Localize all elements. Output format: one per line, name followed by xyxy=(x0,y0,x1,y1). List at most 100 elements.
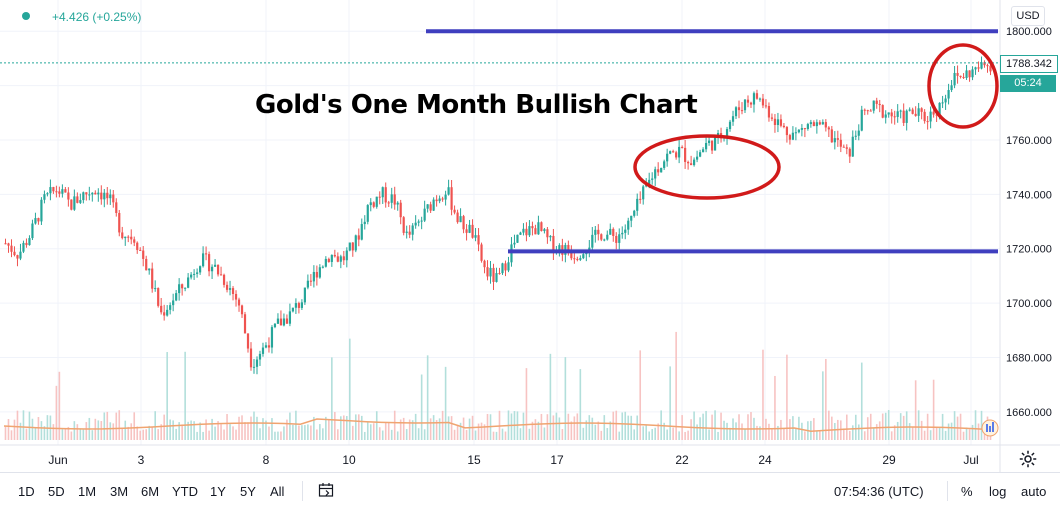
calendar-icon[interactable] xyxy=(318,482,334,498)
volume-bar xyxy=(160,424,162,440)
volume-bar xyxy=(426,355,429,440)
volume-bar xyxy=(654,427,656,440)
log-toggle[interactable]: log xyxy=(989,484,1007,499)
currency-badge[interactable]: USD xyxy=(1011,6,1045,26)
time-tick-label: 8 xyxy=(263,453,270,467)
volume-bar xyxy=(822,371,824,440)
candle-body xyxy=(896,111,899,117)
volume-bar xyxy=(893,425,896,440)
volume-bar xyxy=(860,362,863,440)
candle-body xyxy=(408,231,411,235)
volume-bar xyxy=(349,338,351,440)
candle-body xyxy=(124,236,127,239)
gear-icon[interactable] xyxy=(1019,450,1037,468)
volume-bar xyxy=(127,426,130,440)
candle-body xyxy=(983,62,986,66)
volume-bar xyxy=(334,411,336,440)
volume-bar xyxy=(570,421,573,440)
candle-body xyxy=(109,194,112,199)
candle-body xyxy=(76,196,79,203)
volume-bar xyxy=(307,424,309,440)
volume-bar xyxy=(549,353,552,440)
volume-bar xyxy=(115,412,118,440)
candle-body xyxy=(187,277,190,288)
annotation-ellipse-end xyxy=(927,43,999,129)
range-1d-button[interactable]: 1D xyxy=(18,484,35,499)
range-all-button[interactable]: All xyxy=(270,484,285,499)
candle-body xyxy=(73,196,76,210)
candle-body xyxy=(423,208,426,221)
range-5d-button[interactable]: 5D xyxy=(48,484,65,499)
candle-body xyxy=(890,112,893,117)
candle-body xyxy=(480,244,483,261)
candle-body xyxy=(133,239,136,243)
volume-bar xyxy=(462,417,465,440)
volume-bar xyxy=(366,422,369,440)
candle-body xyxy=(818,122,821,125)
range-6m-button[interactable]: 6M xyxy=(141,484,160,499)
price-tick-label: 1700.000 xyxy=(1006,298,1052,310)
candle-body xyxy=(450,187,453,210)
candle-body xyxy=(61,189,64,194)
candle-body xyxy=(947,90,950,99)
candle-body xyxy=(603,239,606,241)
candle-body xyxy=(746,99,750,103)
volume-bar xyxy=(744,428,746,440)
candle-body xyxy=(776,119,780,125)
range-ytd-button[interactable]: YTD xyxy=(172,484,198,499)
volume-bar xyxy=(774,375,776,440)
candle-body xyxy=(432,199,435,211)
utc-clock[interactable]: 07:54:36 (UTC) xyxy=(834,484,924,499)
chart-title: Gold's One Month Bullish Chart xyxy=(255,90,698,120)
volume-bar xyxy=(214,426,216,440)
volume-bar xyxy=(414,413,417,440)
volume-bar xyxy=(378,427,381,440)
candle-body xyxy=(489,267,492,277)
candle-body xyxy=(49,187,52,194)
volume-bar xyxy=(537,421,540,440)
volume-bar xyxy=(328,419,330,440)
range-1m-button[interactable]: 1M xyxy=(78,484,97,499)
range-3m-button[interactable]: 3M xyxy=(110,484,129,499)
volume-bar xyxy=(492,431,495,440)
candle-body xyxy=(872,100,875,111)
candle-body xyxy=(908,109,911,111)
volume-bar xyxy=(959,413,962,440)
candle-body xyxy=(222,274,226,285)
volume-bar xyxy=(717,431,719,440)
range-1y-button[interactable]: 1Y xyxy=(210,484,226,499)
candle-body xyxy=(288,311,292,324)
time-tick-label: 17 xyxy=(550,453,564,467)
volume-bar xyxy=(585,420,588,440)
volume-bar xyxy=(76,424,79,440)
price-chart[interactable]: 1660.000 1680.000 1700.000 1720.000 1740.000… xyxy=(0,0,1060,472)
candle-body xyxy=(255,359,259,367)
volume-bar xyxy=(875,424,878,440)
volume-bar xyxy=(908,423,911,440)
volume-bar xyxy=(887,410,890,440)
volume-bar xyxy=(977,423,980,440)
volume-bar xyxy=(133,412,136,440)
auto-toggle[interactable]: auto xyxy=(1021,484,1047,499)
volume-bar xyxy=(325,416,327,440)
last-price-tag: 1788.342 xyxy=(1000,55,1058,73)
range-5y-button[interactable]: 5Y xyxy=(240,484,256,499)
candle-body xyxy=(324,258,327,267)
percent-toggle[interactable]: % xyxy=(961,484,973,499)
candle-body xyxy=(276,318,280,324)
volume-bar xyxy=(834,422,836,440)
candle-body xyxy=(100,192,103,200)
price-tick-label: 1720.000 xyxy=(1006,244,1052,256)
candle-body xyxy=(902,110,905,123)
candle-body xyxy=(794,132,797,134)
candle-body xyxy=(10,245,13,252)
volume-bar xyxy=(301,425,303,440)
candle-body xyxy=(710,140,714,151)
candle-body xyxy=(390,194,393,203)
volume-bar xyxy=(621,412,624,440)
candle-body xyxy=(666,153,669,162)
volume-bar xyxy=(878,421,881,440)
volume-bar xyxy=(741,423,743,440)
volume-bar xyxy=(393,410,396,440)
candle-body xyxy=(878,103,881,106)
